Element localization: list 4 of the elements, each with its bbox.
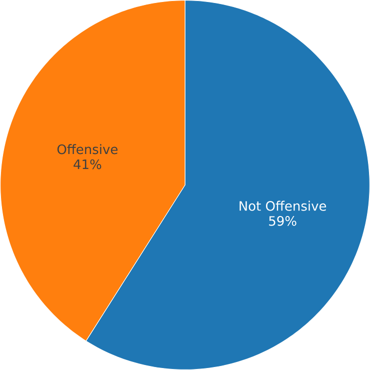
- data-label: 59%: [269, 216, 296, 226]
- slice-label: Offensive: [57, 144, 118, 154]
- slice-label: Not Offensive: [240, 200, 326, 211]
- data-label: 41%: [74, 159, 102, 170]
